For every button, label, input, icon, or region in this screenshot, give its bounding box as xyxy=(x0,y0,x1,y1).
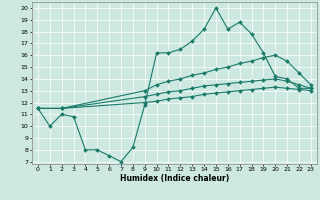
X-axis label: Humidex (Indice chaleur): Humidex (Indice chaleur) xyxy=(120,174,229,183)
